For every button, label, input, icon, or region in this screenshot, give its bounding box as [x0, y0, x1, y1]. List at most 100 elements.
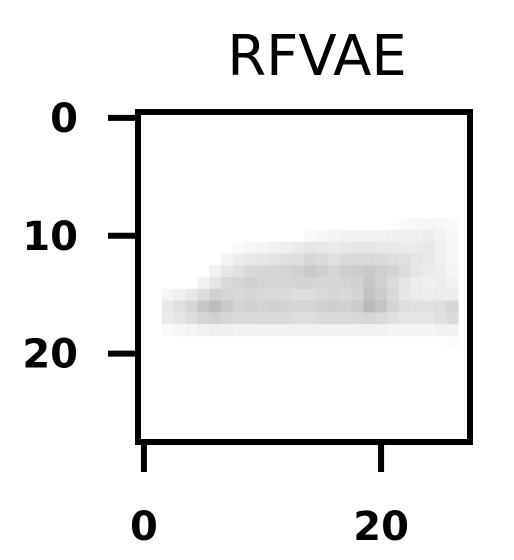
heatmap-pixel — [446, 335, 459, 349]
heatmap-pixel — [292, 265, 305, 278]
heatmap-pixel — [351, 277, 364, 290]
heatmap-pixel — [209, 324, 222, 337]
heatmap-pixel — [363, 312, 376, 325]
heatmap-pixel — [185, 312, 198, 325]
heatmap-pixel — [292, 312, 305, 325]
heatmap-pixel — [327, 253, 340, 266]
heatmap-pixel — [221, 312, 234, 325]
heatmap-pixel — [256, 288, 269, 301]
heatmap-pixel — [339, 324, 352, 337]
heatmap-pixel — [232, 324, 246, 337]
heatmap-pixel — [339, 265, 352, 278]
heatmap-pixel — [304, 241, 317, 254]
heatmap-pixel — [315, 288, 329, 301]
heatmap-pixel — [446, 288, 459, 301]
heatmap-pixel — [280, 241, 293, 254]
heatmap-pixel — [244, 312, 257, 325]
heatmap-pixel — [446, 312, 459, 325]
heatmap-pixel — [268, 277, 281, 290]
heatmap-pixel — [256, 253, 269, 266]
heatmap-pixel — [197, 300, 210, 313]
heatmap-pixel — [304, 300, 317, 313]
heatmap-pixel — [434, 324, 447, 337]
heatmap-pixel — [304, 288, 317, 301]
heatmap-pixel — [351, 312, 364, 325]
heatmap-pixel — [197, 312, 210, 325]
heatmap-pixel — [446, 229, 459, 243]
heatmap-pixel — [446, 300, 459, 313]
heatmap-pixel — [339, 300, 352, 313]
heatmap-pixel — [256, 324, 269, 337]
heatmap-pixel — [363, 324, 376, 337]
heatmap-pixel — [351, 253, 364, 266]
heatmap-pixel — [304, 277, 317, 290]
heatmap-pixel — [256, 300, 269, 313]
heatmap-pixel — [363, 288, 376, 301]
heatmap-pixel — [410, 241, 423, 254]
heatmap-pixel — [434, 241, 447, 254]
heatmap-pixel — [446, 253, 459, 266]
heatmap-pixel — [446, 241, 459, 254]
heatmap-pixel — [410, 218, 423, 231]
heatmap-pixel — [327, 300, 340, 313]
heatmap-pixel — [434, 312, 447, 325]
heatmap-pixel — [422, 265, 435, 278]
heatmap-pixel — [268, 253, 281, 266]
heatmap-pixel — [398, 241, 412, 254]
plot-frame — [135, 109, 473, 445]
heatmap-pixel — [375, 229, 388, 243]
heatmap-pixel — [339, 277, 352, 290]
heatmap-pixel — [434, 253, 447, 266]
heatmap-pixel — [339, 229, 352, 243]
heatmap-pixel — [351, 241, 364, 254]
heatmap-pixel — [315, 277, 329, 290]
heatmap-pixel — [280, 300, 293, 313]
heatmap-pixel — [398, 229, 412, 243]
heatmap-pixel — [315, 241, 329, 254]
heatmap-pixel — [410, 265, 423, 278]
heatmap-pixel — [375, 241, 388, 254]
heatmap-pixel — [280, 265, 293, 278]
heatmap-pixel — [398, 312, 412, 325]
heatmap-pixel — [351, 324, 364, 337]
heatmap-pixel — [315, 265, 329, 278]
heatmap-pixel — [398, 277, 412, 290]
heatmap-pixel — [244, 265, 257, 278]
heatmap-pixel — [410, 312, 423, 325]
heatmap-pixel — [280, 277, 293, 290]
heatmap-pixel — [339, 241, 352, 254]
heatmap-pixel — [185, 288, 198, 301]
heatmap-pixel — [398, 253, 412, 266]
heatmap-pixel — [221, 324, 234, 337]
heatmap-pixel — [292, 288, 305, 301]
heatmap-pixel — [244, 288, 257, 301]
heatmap-pixel — [339, 288, 352, 301]
heatmap-pixel — [268, 324, 281, 337]
heatmap-pixel — [161, 312, 174, 325]
heatmap-pixel — [221, 265, 234, 278]
heatmap-pixel — [375, 312, 388, 325]
heatmap-pixel — [221, 277, 234, 290]
heatmap-pixel — [375, 277, 388, 290]
heatmap-pixel — [446, 218, 459, 231]
heatmap-pixel — [268, 241, 281, 254]
heatmap-pixel — [387, 312, 400, 325]
heatmap-pixel — [351, 288, 364, 301]
heatmap-pixel — [268, 265, 281, 278]
heatmap-pixel — [327, 265, 340, 278]
heatmap-pixel — [387, 277, 400, 290]
heatmap-pixel — [410, 288, 423, 301]
heatmap-pixel — [434, 300, 447, 313]
heatmap-pixel — [315, 253, 329, 266]
heatmap-pixel — [304, 229, 317, 243]
heatmap-pixel — [398, 218, 412, 231]
heatmap-pixel — [363, 300, 376, 313]
heatmap-pixel — [292, 241, 305, 254]
heatmap-pixel — [315, 312, 329, 325]
heatmap-pixel — [209, 312, 222, 325]
heatmap-pixel — [375, 300, 388, 313]
heatmap-pixel — [185, 324, 198, 337]
heatmap-pixel — [387, 229, 400, 243]
heatmap-pixel — [422, 288, 435, 301]
heatmap-pixel — [232, 241, 246, 254]
